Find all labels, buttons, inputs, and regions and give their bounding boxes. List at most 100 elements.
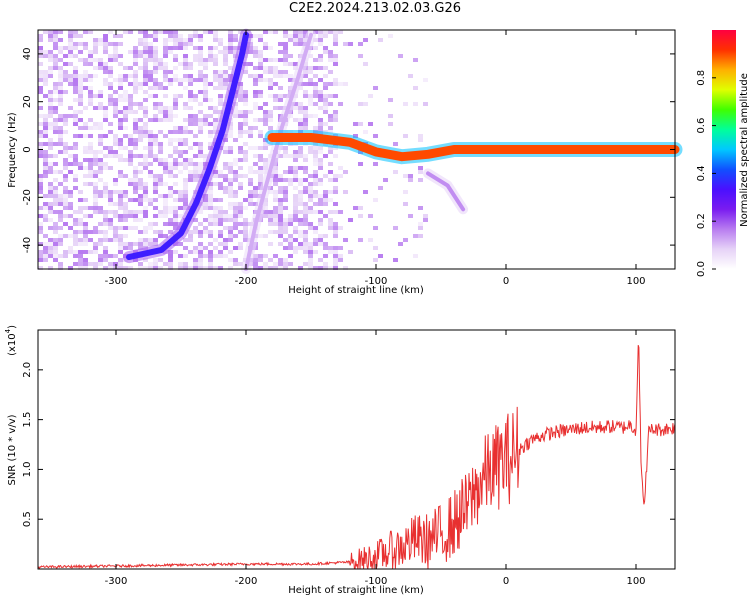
heatmap-cell: [93, 210, 98, 214]
heatmap-cell: [128, 82, 133, 86]
heatmap-cell: [158, 230, 163, 234]
heatmap-cell: [288, 246, 293, 250]
heatmap-cell: [418, 170, 423, 174]
heatmap-cell: [358, 238, 363, 242]
heatmap-cell: [143, 226, 148, 230]
heatmap-cell: [133, 122, 138, 126]
heatmap-track: [126, 31, 249, 261]
heatmap-cell: [118, 146, 123, 150]
heatmap-cell: [58, 82, 63, 86]
heatmap-cell: [238, 130, 243, 134]
heatmap-cell: [83, 46, 88, 50]
heatmap-cell: [323, 98, 328, 102]
heatmap-cell: [318, 34, 323, 38]
heatmap-cell: [173, 130, 178, 134]
heatmap-cell: [158, 178, 163, 182]
heatmap-cell: [63, 46, 68, 50]
heatmap-cell: [88, 230, 93, 234]
heatmap-cell: [48, 162, 53, 166]
heatmap-cell: [93, 226, 98, 230]
heatmap-cell: [253, 90, 258, 94]
heatmap-cell: [78, 266, 83, 270]
heatmap-cell: [128, 162, 133, 166]
heatmap-cell: [163, 206, 168, 210]
snr-x-axis-label: Height of straight line (km): [288, 585, 424, 596]
heatmap-cell: [63, 62, 68, 66]
heatmap-cell: [213, 170, 218, 174]
heatmap-cell: [273, 206, 278, 210]
heatmap-cell: [268, 230, 273, 234]
heatmap-cell: [53, 126, 58, 130]
heatmap-cell: [133, 170, 138, 174]
heatmap-cell: [88, 118, 93, 122]
heatmap-cell: [168, 106, 173, 110]
heatmap-cell: [193, 262, 198, 266]
heatmap-cell: [298, 234, 303, 238]
heatmap-cell: [58, 182, 63, 186]
heatmap-cell: [108, 86, 113, 90]
heatmap-cell: [238, 202, 243, 206]
heatmap-cell: [323, 234, 328, 238]
heatmap-cell: [38, 250, 43, 254]
heatmap-cell: [123, 266, 128, 270]
heatmap-cell: [38, 206, 43, 210]
heatmap-cell: [53, 118, 58, 122]
heatmap-cell: [138, 218, 143, 222]
heatmap-cell: [153, 190, 158, 194]
heatmap-cell: [93, 190, 98, 194]
heatmap-cell: [268, 222, 273, 226]
heatmap-cell: [418, 234, 423, 238]
heatmap-cell: [328, 246, 333, 250]
heatmap-cell: [373, 198, 378, 202]
heatmap-cell: [173, 54, 178, 58]
heatmap-cell: [93, 74, 98, 78]
heatmap-cell: [188, 238, 193, 242]
heatmap-cell: [298, 106, 303, 110]
heatmap-cell: [123, 110, 128, 114]
heatmap-cell: [143, 154, 148, 158]
heatmap-cell: [313, 210, 318, 214]
heatmap-cell: [88, 134, 93, 138]
heatmap-cell: [108, 30, 113, 34]
heatmap-cell: [83, 166, 88, 170]
heatmap-cell: [288, 222, 293, 226]
heatmap-cell: [328, 150, 333, 154]
heatmap-cell: [128, 242, 133, 246]
heatmap-cell: [148, 198, 153, 202]
heatmap-cell: [108, 166, 113, 170]
heatmap-cell: [258, 66, 263, 70]
heatmap-cell: [148, 142, 153, 146]
heatmap-cell: [288, 238, 293, 242]
heatmap-cell: [243, 130, 248, 134]
heatmap-cell: [238, 210, 243, 214]
heatmap-cell: [273, 198, 278, 202]
heatmap-cell: [298, 166, 303, 170]
heatmap-cell: [53, 130, 58, 134]
heatmap-cell: [383, 178, 388, 182]
heatmap-cell: [78, 254, 83, 258]
heatmap-cell: [273, 222, 278, 226]
heatmap-cell: [103, 82, 108, 86]
heatmap-cell: [48, 226, 53, 230]
heatmap-cell: [283, 230, 288, 234]
heatmap-cell: [223, 178, 228, 182]
heatmap-cell: [423, 218, 428, 222]
heatmap-cell: [108, 154, 113, 158]
heatmap-cell: [208, 106, 213, 110]
heatmap-cell: [108, 238, 113, 242]
heatmap-cell: [203, 62, 208, 66]
heatmap-cell: [73, 174, 78, 178]
heatmap-cell: [103, 194, 108, 198]
heatmap-cell: [53, 230, 58, 234]
heatmap-cell: [118, 266, 123, 270]
heatmap-cell: [288, 214, 293, 218]
heatmap-cell: [293, 214, 298, 218]
heatmap-cell: [218, 50, 223, 54]
heatmap-cell: [198, 258, 203, 262]
heatmap-cell: [128, 134, 133, 138]
heatmap-cell: [168, 174, 173, 178]
heatmap-cell: [198, 170, 203, 174]
heatmap-cell: [118, 218, 123, 222]
heatmap-cell: [323, 106, 328, 110]
heatmap-cell: [143, 210, 148, 214]
